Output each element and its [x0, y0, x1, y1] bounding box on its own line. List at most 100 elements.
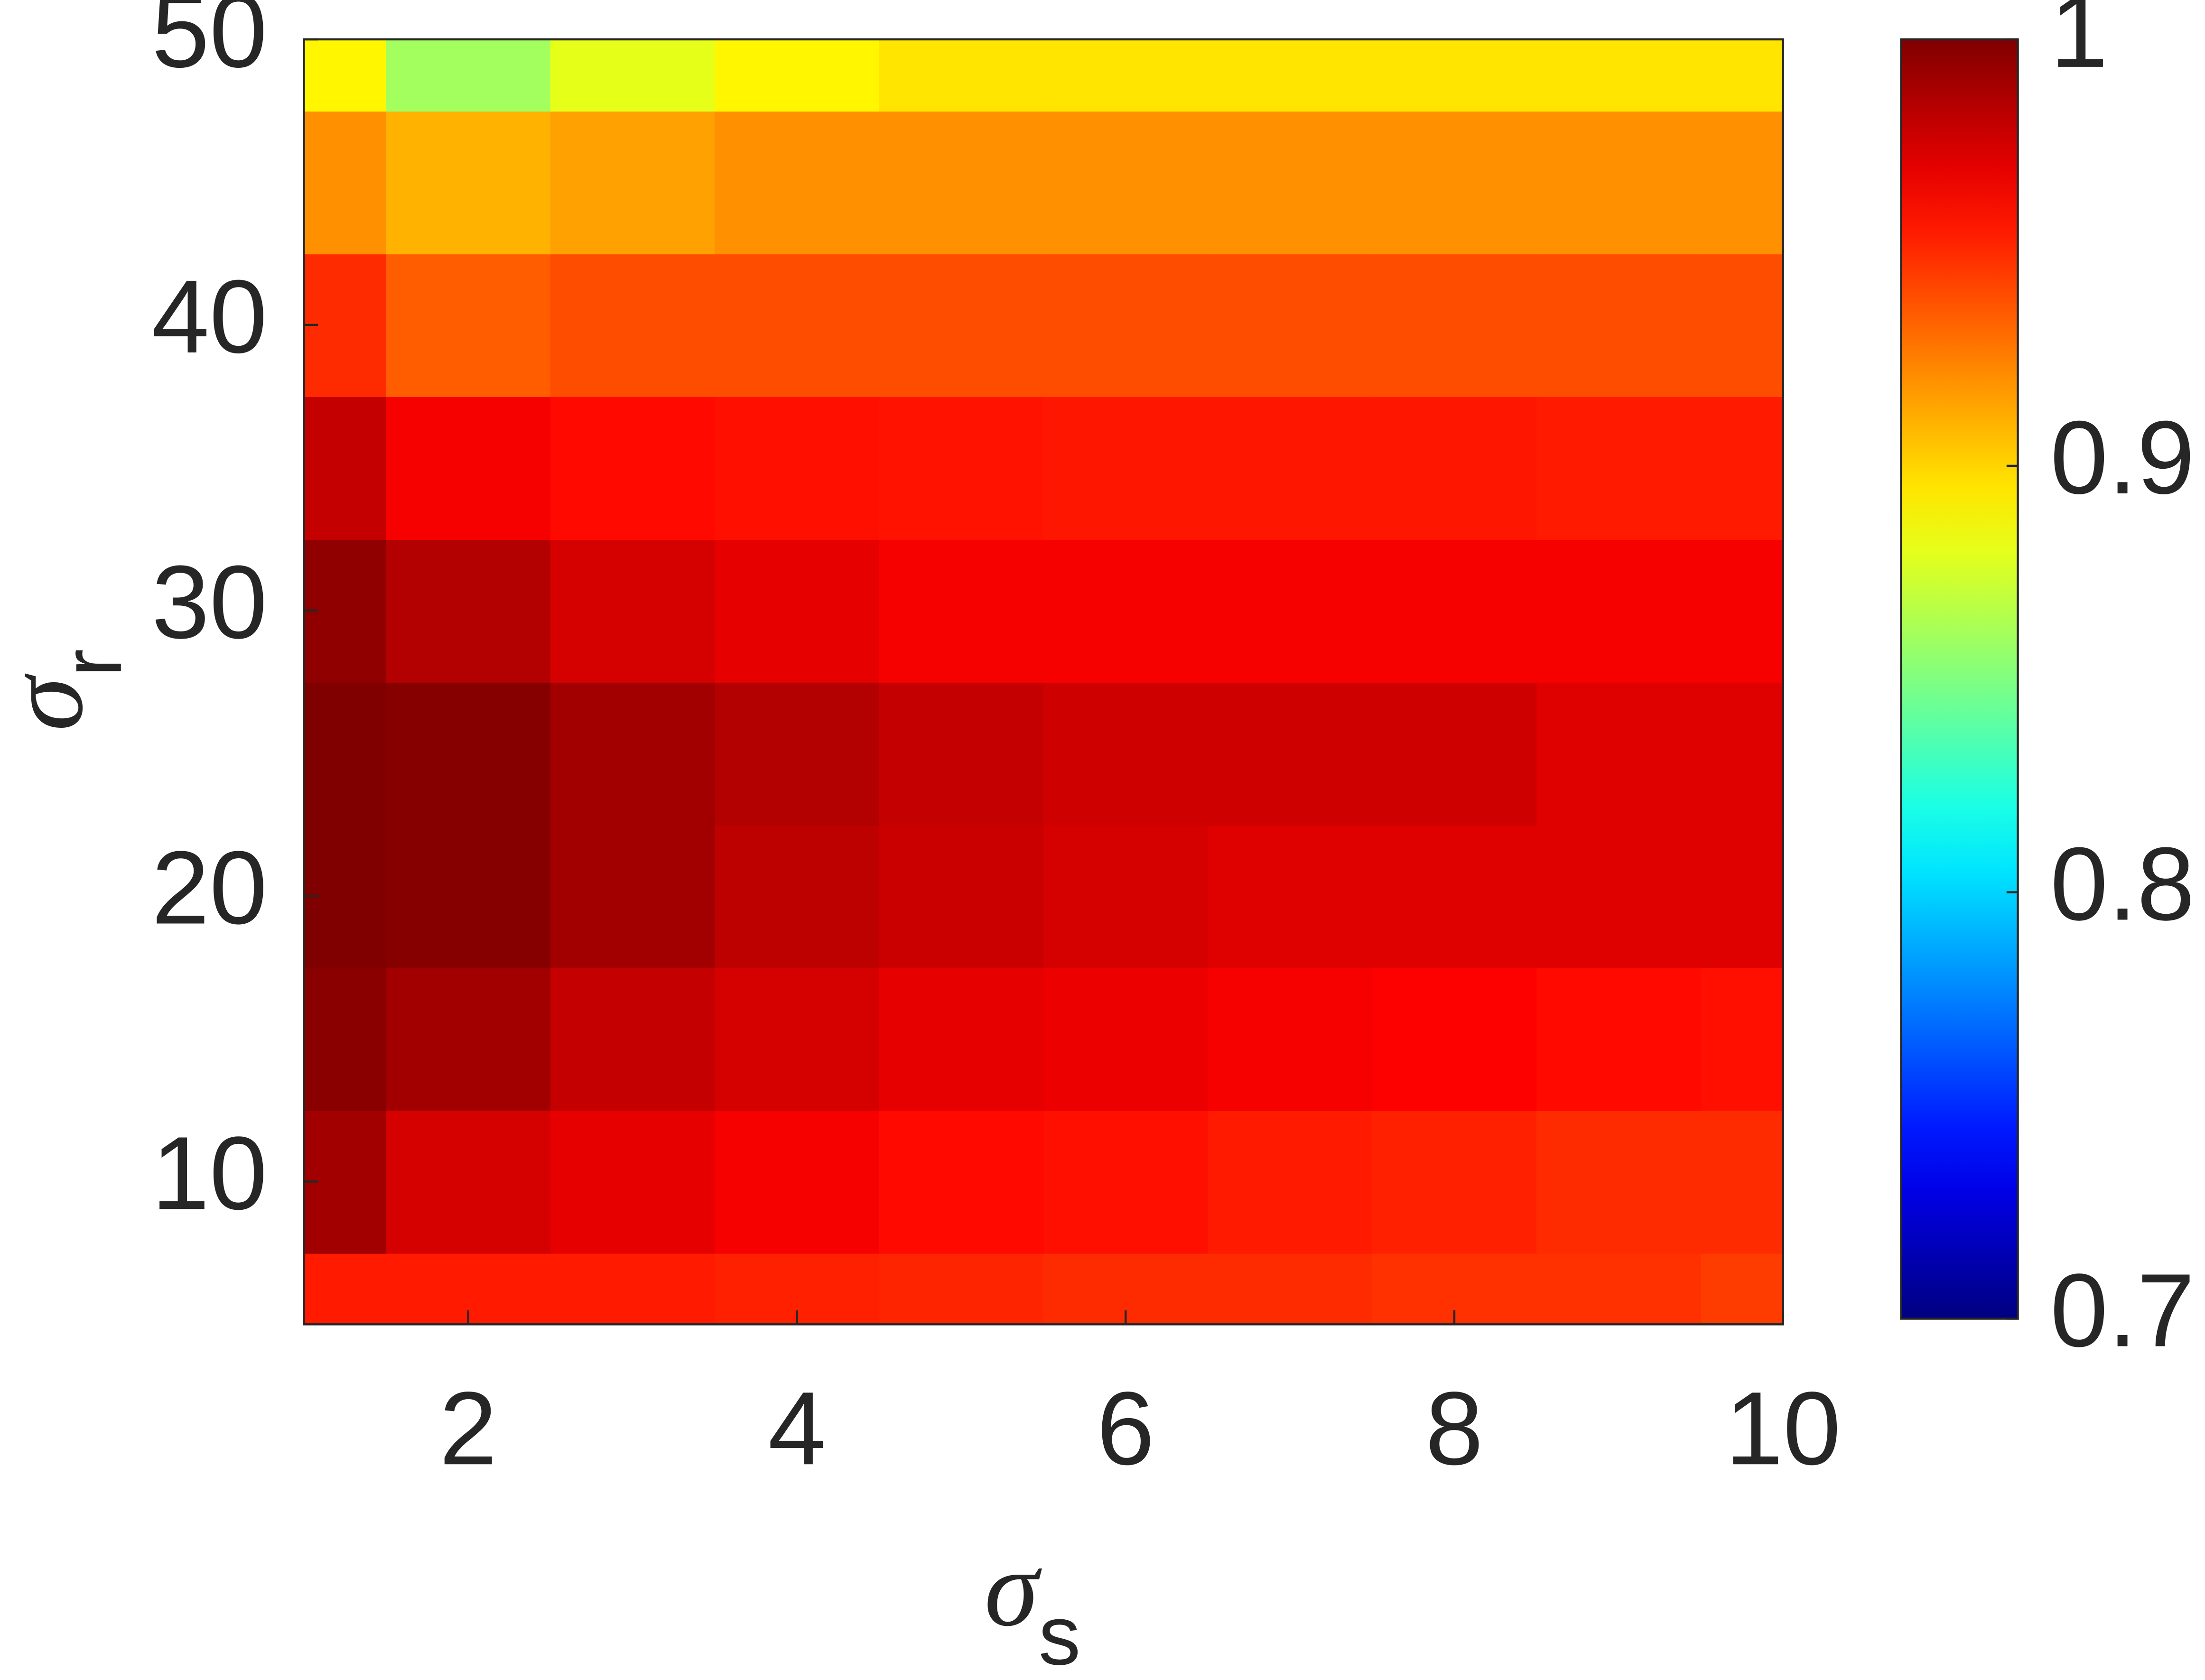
cell: [550, 396, 716, 540]
x-tick-label: 6: [1097, 1371, 1154, 1486]
cell: [879, 825, 1044, 968]
cell: [1208, 253, 1373, 398]
cell: [1536, 111, 1702, 255]
cell: [1208, 39, 1373, 112]
cell: [1208, 1110, 1373, 1254]
cell: [1701, 111, 1783, 255]
cell: [715, 825, 880, 968]
cell: [1372, 1110, 1537, 1254]
cell: [304, 1253, 387, 1325]
cell: [715, 253, 880, 398]
cell: [386, 396, 551, 540]
cell: [550, 682, 716, 826]
cell: [1043, 396, 1209, 540]
cell: [1372, 396, 1537, 540]
cell: [304, 111, 387, 255]
cell: [386, 253, 551, 398]
y-tick-label: 10: [151, 1115, 267, 1231]
cell: [304, 967, 387, 1111]
y-label-symbol: σ: [0, 673, 105, 731]
cell: [1536, 39, 1702, 112]
cell: [550, 1110, 716, 1254]
cell: [879, 682, 1044, 826]
heatmap: [304, 39, 1783, 1325]
x-tick-label: 4: [768, 1371, 826, 1486]
cell: [1701, 39, 1783, 112]
cell: [304, 39, 387, 112]
cell: [1536, 967, 1702, 1111]
x-tick-label: 8: [1425, 1371, 1483, 1486]
cell: [1536, 825, 1702, 968]
cell: [879, 253, 1044, 398]
cell: [386, 539, 551, 683]
cell: [1372, 967, 1537, 1111]
cell: [1208, 1253, 1373, 1325]
x-label-symbol: σ: [985, 1527, 1042, 1649]
colorbar: [1900, 38, 2019, 1320]
cell: [1701, 967, 1783, 1111]
cell: [879, 967, 1044, 1111]
cell: [1536, 253, 1702, 398]
cell: [550, 539, 716, 683]
y-tick-label: 50: [151, 0, 267, 89]
cell: [1043, 682, 1209, 826]
y-tick-label: 20: [151, 830, 267, 946]
x-tick-label: 10: [1725, 1371, 1841, 1486]
cell: [386, 111, 551, 255]
cell: [1701, 396, 1783, 540]
cell: [879, 1253, 1044, 1325]
cell: [550, 253, 716, 398]
colorbar-tick-label: 0.9: [2050, 400, 2195, 516]
cell: [715, 967, 880, 1111]
cell: [715, 682, 880, 826]
cell: [1372, 111, 1537, 255]
cell: [1372, 539, 1537, 683]
cell: [715, 539, 880, 683]
cell: [1701, 1253, 1783, 1325]
colorbar-tick-label: 0.8: [2050, 826, 2195, 942]
cell: [1208, 539, 1373, 683]
y-tick-label: 30: [151, 545, 267, 660]
cell: [1372, 253, 1537, 398]
y-axis-label: σr: [0, 649, 139, 731]
cell: [1208, 682, 1373, 826]
cell: [304, 682, 387, 826]
cell: [386, 967, 551, 1111]
plot-frame: [303, 38, 1784, 1326]
cell: [1043, 111, 1209, 255]
cell: [1208, 967, 1373, 1111]
cell: [550, 111, 716, 255]
cell: [715, 111, 880, 255]
cell: [1536, 396, 1702, 540]
cell: [1536, 539, 1702, 683]
cell: [550, 39, 716, 112]
cell: [1043, 539, 1209, 683]
cell: [1701, 253, 1783, 398]
cell: [1372, 825, 1537, 968]
cell: [386, 39, 551, 112]
cell: [1701, 682, 1783, 826]
cell: [1208, 111, 1373, 255]
y-tick-label: 40: [151, 259, 267, 375]
y-label-subscript: r: [45, 649, 139, 677]
cell: [1043, 825, 1209, 968]
cell: [715, 1110, 880, 1254]
colorbar-tick-label: 1: [2050, 0, 2108, 89]
cell: [879, 539, 1044, 683]
cell: [879, 396, 1044, 540]
cell: [1043, 1110, 1209, 1254]
cell: [304, 396, 387, 540]
x-axis-label: σs: [985, 1527, 1081, 1680]
cell: [879, 111, 1044, 255]
x-tick-label: 2: [439, 1371, 497, 1486]
cell: [1043, 253, 1209, 398]
cell: [715, 396, 880, 540]
cell: [1043, 39, 1209, 112]
cell: [386, 682, 551, 826]
cell: [550, 1253, 716, 1325]
cell: [386, 1110, 551, 1254]
cell: [879, 39, 1044, 112]
cell: [1536, 1110, 1702, 1254]
